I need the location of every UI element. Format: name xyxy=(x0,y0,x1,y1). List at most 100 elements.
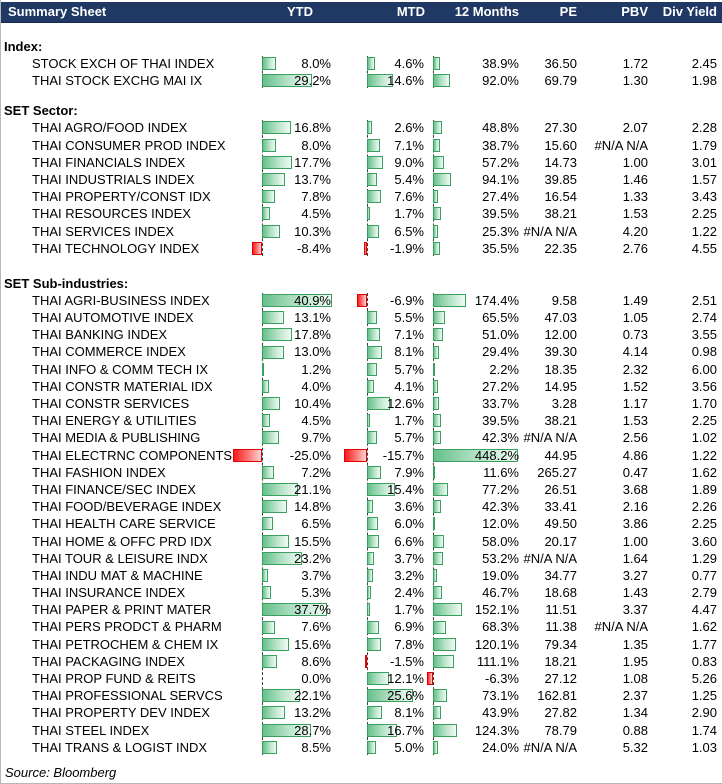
pe-value: 27.82 xyxy=(544,705,577,721)
pe-value: 18.21 xyxy=(544,653,577,669)
m12-positive-bar xyxy=(433,414,441,428)
pe-value: 16.54 xyxy=(544,189,577,205)
ytd-value: 5.3% xyxy=(301,585,331,601)
ytd-positive-bar xyxy=(262,155,293,169)
pbv-value: 1.17 xyxy=(622,396,648,411)
mtd-positive-bar xyxy=(367,173,377,187)
12-months-value: 65.5% xyxy=(482,310,519,326)
12-months-value: 42.3% xyxy=(482,430,519,446)
ytd-positive-bar xyxy=(262,500,288,514)
div-yield-value: 0.98 xyxy=(691,344,717,360)
pbv-value: 1.95 xyxy=(622,653,648,669)
pe-value: 20.17 xyxy=(544,533,577,549)
row-name: THAI PROPERTY DEV INDEX xyxy=(32,705,210,721)
12-months-value: 77.2% xyxy=(482,481,519,497)
mtd-positive-bar xyxy=(367,311,377,325)
row-name: THAI TRANS & LOGIST INDX xyxy=(32,739,208,755)
table-row: THAI FOOD/BEVERAGE INDEX 14.8% 3.6% 42.3… xyxy=(0,498,722,515)
m12-positive-bar xyxy=(433,551,444,565)
mtd-value: 5.7% xyxy=(394,430,424,446)
row-name: THAI INDU MAT & MACHINE xyxy=(32,567,203,583)
pbv-value: 5.32 xyxy=(622,739,648,755)
mtd-value: 12.1% xyxy=(387,671,424,686)
pe-value: 33.41 xyxy=(544,499,577,515)
mtd-positive-bar xyxy=(367,74,394,88)
ytd-positive-bar xyxy=(262,173,286,187)
ytd-value: 7.2% xyxy=(301,464,331,480)
12-months-value: 51.0% xyxy=(482,327,519,343)
m12-positive-bar xyxy=(433,534,445,548)
row-name: THAI INFO & COMM TECH IX xyxy=(32,361,208,377)
table-row: THAI INFO & COMM TECH IX 1.2% 5.7% 2.2% … xyxy=(0,361,722,378)
row-name: THAI HOME & OFFC PRD IDX xyxy=(32,533,212,549)
m12-positive-bar xyxy=(433,654,455,668)
table-row: THAI PETROCHEM & CHEM IX 15.6% 7.8% 120.… xyxy=(0,636,722,653)
mtd-value: 2.4% xyxy=(394,585,424,601)
column-header-div-yield: Div Yield xyxy=(662,4,717,19)
12-months-value: 12.0% xyxy=(482,516,519,532)
row-name: THAI CONSTR MATERIAL IDX xyxy=(32,378,213,394)
pbv-value: 1.33 xyxy=(622,189,648,205)
m12-positive-bar xyxy=(433,620,446,634)
div-yield-value: 3.01 xyxy=(691,154,717,170)
pbv-value: 0.88 xyxy=(622,722,648,738)
row-name: THAI MEDIA & PUBLISHING xyxy=(32,430,201,446)
ytd-value: 8.6% xyxy=(301,653,331,669)
pbv-value: 2.56 xyxy=(622,430,648,446)
table-row: THAI INDU MAT & MACHINE 3.7% 3.2% 19.0% … xyxy=(0,567,722,584)
table-row: THAI ENERGY & UTILITIES 4.5% 1.7% 39.5% … xyxy=(0,412,722,429)
pbv-value: 3.27 xyxy=(622,567,648,583)
12-months-value: 68.3% xyxy=(482,619,519,635)
mtd-negative-bar xyxy=(356,293,367,307)
ytd-value: 6.5% xyxy=(301,516,331,532)
mtd-value: 8.1% xyxy=(394,705,424,721)
ytd-value: 13.0% xyxy=(294,344,331,360)
table-row: THAI INDUSTRIALS INDEX 13.7% 5.4% 94.1% … xyxy=(0,171,722,188)
section: SET Sector: THAI AGRO/FOOD INDEX 16.8% 2… xyxy=(0,102,722,257)
mtd-positive-bar xyxy=(367,568,373,582)
mtd-value: 6.9% xyxy=(394,619,424,635)
mtd-positive-bar xyxy=(367,586,372,600)
div-yield-value: 2.74 xyxy=(691,310,717,326)
12-months-value: 92.0% xyxy=(482,73,519,89)
div-yield-value: 1.29 xyxy=(691,550,717,566)
m12-positive-bar xyxy=(433,74,451,88)
mtd-value: 1.7% xyxy=(394,206,424,222)
ytd-positive-bar xyxy=(262,74,312,88)
pbv-value: 1.35 xyxy=(622,636,648,652)
mtd-positive-bar xyxy=(367,723,397,737)
ytd-value: 8.5% xyxy=(301,739,331,755)
pbv-value: 1.00 xyxy=(622,154,648,170)
ytd-value: 13.2% xyxy=(294,705,331,721)
pe-value: 38.21 xyxy=(544,206,577,222)
row-name: THAI PAPER & PRINT MATER xyxy=(32,602,212,618)
m12-positive-bar xyxy=(433,173,451,187)
table-row: THAI STOCK EXCHG MAI IX 29.2% 14.6% 92.0… xyxy=(0,72,722,89)
mtd-value: 16.7% xyxy=(387,722,424,738)
mtd-value: -15.7% xyxy=(382,447,424,463)
pbv-value: 1.00 xyxy=(622,533,648,549)
mtd-value: 1.7% xyxy=(394,413,424,429)
div-yield-value: 0.77 xyxy=(691,567,717,583)
div-yield-value: 2.25 xyxy=(691,516,717,532)
pbv-value: 1.53 xyxy=(622,413,648,429)
mtd-value: 14.6% xyxy=(387,73,424,89)
pe-value: 15.60 xyxy=(544,137,577,153)
pbv-value: #N/A N/A xyxy=(594,137,648,153)
m12-positive-bar xyxy=(433,568,437,582)
m12-positive-bar xyxy=(433,57,441,71)
12-months-value: 57.2% xyxy=(482,154,519,170)
ytd-negative-bar xyxy=(233,448,262,462)
pe-value: 9.58 xyxy=(551,292,577,308)
div-yield-value: 3.43 xyxy=(691,189,717,205)
row-name: THAI FINANCIALS INDEX xyxy=(32,154,186,170)
div-yield-value: 1.22 xyxy=(691,223,717,239)
mtd-value: 6.6% xyxy=(394,533,424,549)
div-yield-value: 2.28 xyxy=(691,120,717,136)
pe-value: 18.35 xyxy=(544,361,577,377)
mtd-value: 3.7% xyxy=(394,550,424,566)
pe-value: 12.00 xyxy=(544,327,577,343)
pe-value: #N/A N/A xyxy=(523,223,577,239)
pe-value: 44.95 xyxy=(544,447,577,463)
